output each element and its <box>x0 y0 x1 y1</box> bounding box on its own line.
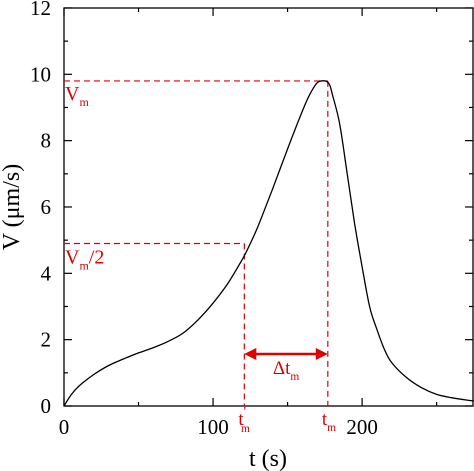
vm-half-label: Vm/2 <box>65 246 104 272</box>
y-tick-label: 2 <box>41 328 52 352</box>
x-tick-label: 0 <box>59 415 70 439</box>
annotations: Vm Vm/2 t' m tm Δtm <box>64 80 336 435</box>
y-axis-title: V (μm/s) <box>0 164 25 250</box>
y-tick-label: 6 <box>41 195 52 219</box>
y-tick-label: 10 <box>30 62 51 86</box>
delta-t-label: Δtm <box>273 358 300 383</box>
x-tick-label: 200 <box>346 415 378 439</box>
t-prime-label: t' m <box>238 404 250 435</box>
y-tick-label: 12 <box>30 0 51 20</box>
delta-t-arrowhead-right <box>315 348 328 360</box>
series-line <box>63 80 474 407</box>
x-axis-title: t (s) <box>249 446 287 471</box>
y-tick-label: 0 <box>41 394 52 418</box>
delta-t-arrowhead-left <box>244 348 257 360</box>
vm-label: Vm <box>65 83 89 109</box>
y-tick-label: 4 <box>41 261 52 285</box>
y-tick-label: 8 <box>41 129 52 153</box>
tm-label: tm <box>322 409 336 434</box>
plot-frame <box>63 7 474 407</box>
ticks: 0 100 200 0 2 4 6 8 10 12 <box>30 0 473 439</box>
x-tick-label: 100 <box>197 415 229 439</box>
